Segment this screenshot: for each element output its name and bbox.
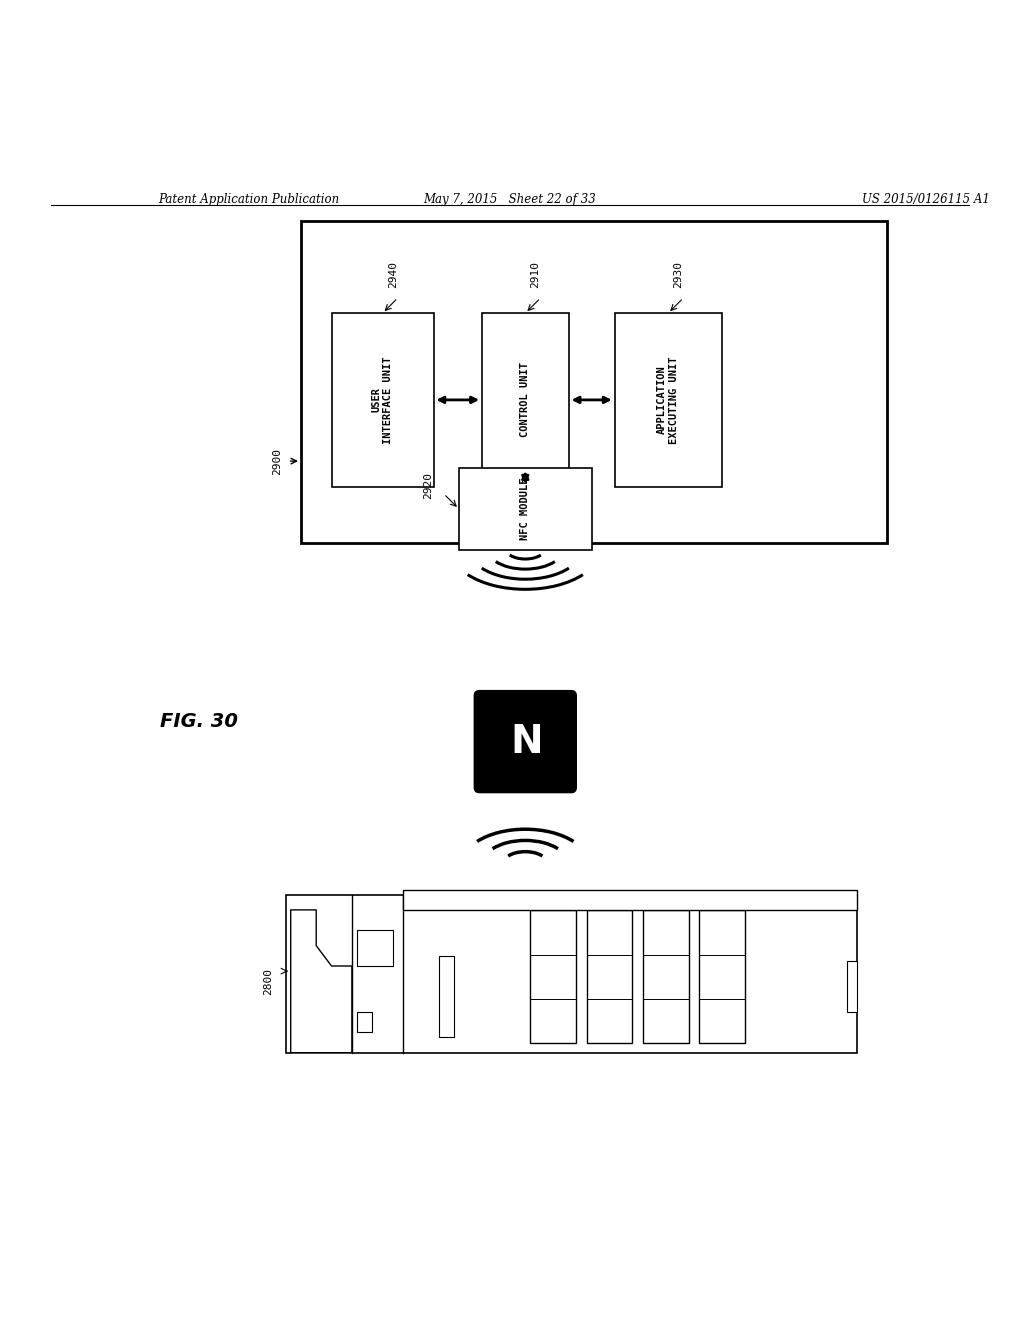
Text: 2930: 2930 <box>673 261 683 288</box>
Polygon shape <box>290 909 352 1053</box>
FancyBboxPatch shape <box>331 313 433 487</box>
FancyBboxPatch shape <box>642 909 688 1043</box>
FancyBboxPatch shape <box>285 895 856 1053</box>
FancyBboxPatch shape <box>586 909 632 1043</box>
Text: US 2015/0126115 A1: US 2015/0126115 A1 <box>861 193 988 206</box>
Text: 2910: 2910 <box>530 261 540 288</box>
Text: APPLICATION
EXECUTING UNIT: APPLICATION EXECUTING UNIT <box>656 356 679 444</box>
Text: 2920: 2920 <box>423 471 433 499</box>
Text: 2900: 2900 <box>272 447 282 475</box>
Text: USER
INTERFACE UNIT: USER INTERFACE UNIT <box>371 356 393 444</box>
FancyBboxPatch shape <box>482 313 569 487</box>
Text: $\mathbf{N}$: $\mathbf{N}$ <box>510 722 540 760</box>
FancyBboxPatch shape <box>474 690 576 792</box>
Text: Patent Application Publication: Patent Application Publication <box>158 193 339 206</box>
FancyBboxPatch shape <box>357 931 392 966</box>
FancyBboxPatch shape <box>698 909 744 1043</box>
FancyBboxPatch shape <box>459 469 591 550</box>
Text: May 7, 2015   Sheet 22 of 33: May 7, 2015 Sheet 22 of 33 <box>423 193 596 206</box>
FancyBboxPatch shape <box>357 1012 372 1032</box>
FancyBboxPatch shape <box>530 909 576 1043</box>
Text: FIG. 30: FIG. 30 <box>160 711 237 731</box>
FancyBboxPatch shape <box>846 961 856 1012</box>
FancyBboxPatch shape <box>438 956 453 1038</box>
Text: 2940: 2940 <box>387 261 397 288</box>
Text: NFC MODULE: NFC MODULE <box>520 478 530 540</box>
FancyBboxPatch shape <box>613 313 721 487</box>
Text: CONTROL UNIT: CONTROL UNIT <box>520 363 530 437</box>
FancyBboxPatch shape <box>301 222 887 543</box>
Text: 2800: 2800 <box>263 968 273 995</box>
FancyBboxPatch shape <box>403 890 856 909</box>
